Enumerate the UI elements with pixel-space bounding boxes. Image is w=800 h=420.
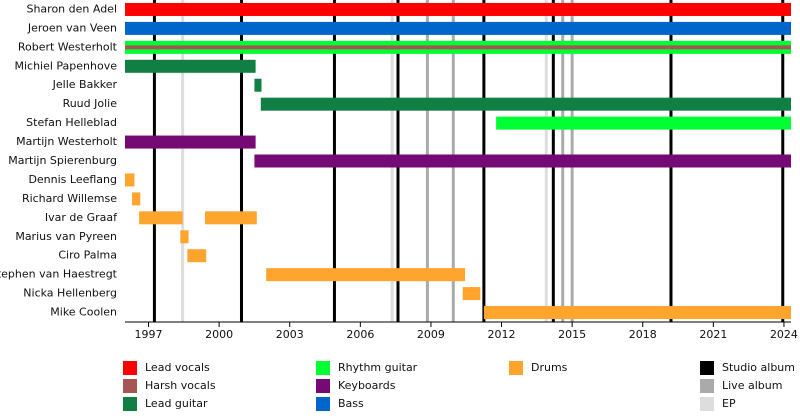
member-bar xyxy=(139,211,183,225)
x-tick-label: 2000 xyxy=(205,328,233,341)
legend-swatch xyxy=(123,361,137,375)
legend-label: EP xyxy=(722,397,736,410)
legend-label: Harsh vocals xyxy=(145,379,216,392)
x-tick-label: 2021 xyxy=(699,328,727,341)
member-name: Stefan Helleblad xyxy=(26,116,117,129)
member-bar xyxy=(260,97,791,111)
member-bar xyxy=(462,287,481,301)
x-tick-label: 2024 xyxy=(770,328,798,341)
member-bar xyxy=(496,116,791,130)
legend-label: Drums xyxy=(531,361,568,374)
member-bar xyxy=(125,2,791,16)
legend-swatch xyxy=(123,397,137,411)
member-bar xyxy=(254,154,791,168)
member-bar xyxy=(180,230,189,244)
member-name: Stephen van Haestregt xyxy=(0,268,118,281)
member-name: Jeroen van Veen xyxy=(27,21,117,34)
member-name: Marius van Pyreen xyxy=(15,230,117,243)
member-name: Dennis Leeflang xyxy=(28,173,117,186)
member-bar xyxy=(266,268,466,282)
member-bar xyxy=(125,45,791,50)
member-bar xyxy=(254,78,262,92)
x-tick-label: 2015 xyxy=(558,328,586,341)
member-bar xyxy=(187,249,207,263)
legend-label: Studio album xyxy=(722,361,795,374)
member-name: Mike Coolen xyxy=(50,306,117,319)
member-bar xyxy=(125,173,135,187)
legend-label: Rhythm guitar xyxy=(338,361,418,374)
x-tick-label: 2012 xyxy=(488,328,516,341)
x-tick-label: 2009 xyxy=(417,328,445,341)
member-name: Martijn Spierenburg xyxy=(8,154,117,167)
x-tick-label: 1997 xyxy=(135,328,163,341)
member-bar xyxy=(125,135,256,149)
member-name: Ivar de Graaf xyxy=(45,211,118,224)
member-name: Nicka Hellenberg xyxy=(23,287,117,300)
x-tick-label: 2003 xyxy=(276,328,304,341)
legend-label: Bass xyxy=(338,397,364,410)
member-name: Martijn Westerholt xyxy=(16,135,118,148)
member-bar xyxy=(132,192,141,206)
member-name: Michiel Papenhove xyxy=(14,59,117,72)
legend-swatch xyxy=(316,361,330,375)
legend-swatch xyxy=(700,361,714,375)
member-bar xyxy=(125,21,791,35)
member-name: Richard Willemse xyxy=(22,192,117,205)
member-name: Ruud Jolie xyxy=(63,97,118,110)
member-name: Sharon den Adel xyxy=(26,2,117,15)
member-bar xyxy=(205,211,257,225)
legend-swatch xyxy=(509,361,523,375)
legend-label: Lead guitar xyxy=(145,397,208,410)
x-tick-label: 2006 xyxy=(346,328,374,341)
legend-swatch xyxy=(316,397,330,411)
member-bar xyxy=(125,59,256,73)
legend-label: Live album xyxy=(722,379,782,392)
x-tick-label: 2018 xyxy=(629,328,657,341)
legend-swatch xyxy=(123,379,137,393)
legend-label: Lead vocals xyxy=(145,361,210,374)
member-bar xyxy=(483,306,791,320)
legend-swatch xyxy=(700,397,714,411)
legend-swatch xyxy=(700,379,714,393)
member-name: Ciro Palma xyxy=(58,249,117,262)
member-name: Robert Westerholt xyxy=(18,40,118,53)
legend-swatch xyxy=(316,379,330,393)
member-name: Jelle Bakker xyxy=(52,78,118,91)
legend-label: Keyboards xyxy=(338,379,396,392)
